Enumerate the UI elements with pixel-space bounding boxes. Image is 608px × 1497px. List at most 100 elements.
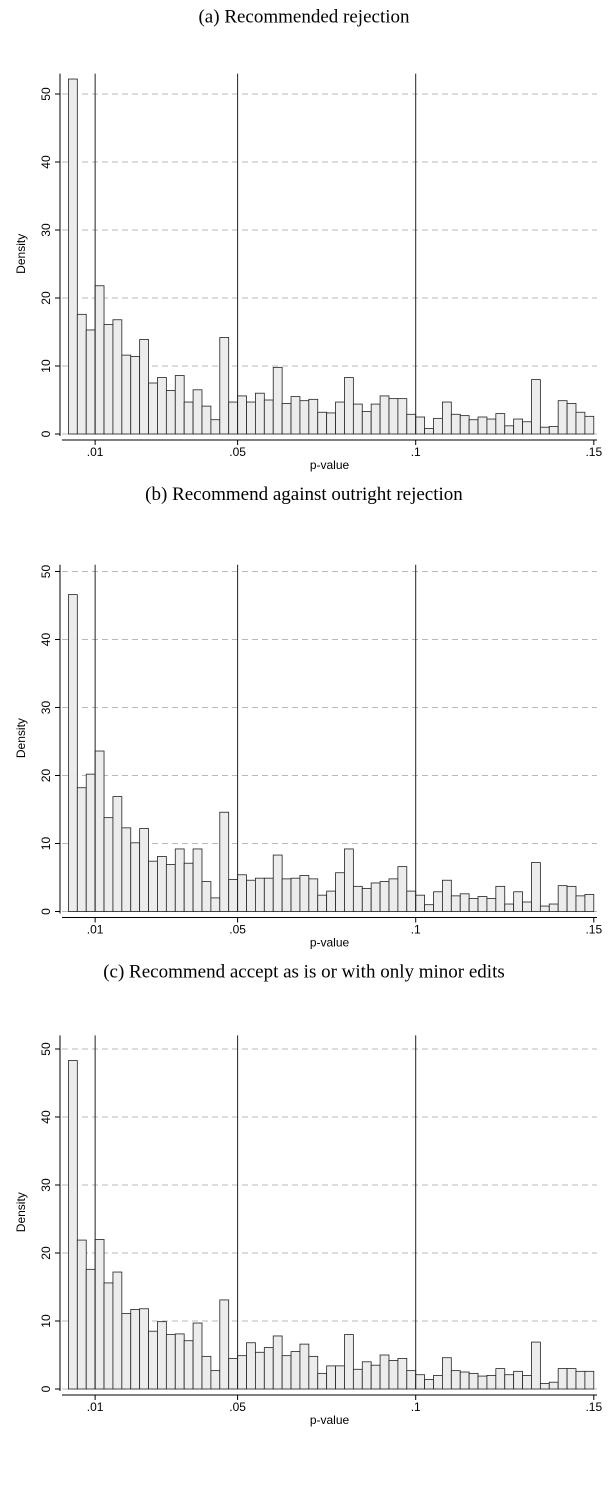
y-tick-label: 40 — [39, 155, 53, 169]
bar — [504, 1374, 515, 1390]
x-tick-label: .15 — [585, 445, 602, 459]
bar — [210, 897, 221, 912]
bar — [406, 1370, 417, 1390]
bar — [344, 848, 354, 912]
bar — [352, 1368, 363, 1390]
bar — [352, 885, 363, 912]
bar — [272, 366, 283, 435]
bar — [504, 425, 515, 435]
bar — [459, 1371, 470, 1390]
bar — [139, 1308, 149, 1390]
bar — [539, 905, 550, 912]
bar — [139, 828, 149, 912]
bar — [326, 890, 336, 912]
y-tick-label: 10 — [39, 1314, 53, 1328]
x-tick-label: .15 — [585, 923, 602, 937]
bar — [201, 881, 212, 912]
y-axis-title: Density — [14, 234, 28, 274]
panel-title: (c) Recommend accept as is or with only … — [103, 961, 505, 982]
y-axis-title: Density — [14, 1192, 28, 1232]
y-tick-label: 30 — [39, 1178, 53, 1192]
bar — [263, 399, 274, 435]
bar — [397, 1358, 408, 1390]
bar — [263, 1347, 274, 1390]
bar — [183, 401, 194, 435]
bar — [326, 1365, 336, 1390]
bar — [308, 878, 319, 912]
bar — [228, 401, 239, 435]
bar — [575, 895, 586, 912]
bar — [531, 1341, 541, 1390]
bar — [415, 1374, 426, 1390]
bar — [246, 1342, 256, 1390]
bar — [548, 903, 559, 912]
bar — [246, 879, 256, 912]
bar — [281, 402, 292, 435]
bar — [450, 895, 461, 912]
bar — [290, 877, 301, 912]
bar — [477, 896, 488, 912]
bar — [335, 1365, 345, 1390]
bar — [433, 1375, 443, 1390]
bar — [121, 1313, 132, 1390]
x-tick-label: .05 — [229, 923, 246, 937]
bar — [237, 874, 247, 912]
bar — [495, 1368, 506, 1390]
bar — [361, 411, 372, 435]
bar — [415, 894, 426, 912]
bar — [103, 324, 114, 435]
bar — [379, 395, 390, 435]
x-tick-label: .05 — [229, 445, 246, 459]
y-tick-label: 50 — [39, 87, 53, 101]
bar — [370, 403, 381, 435]
bar — [174, 848, 185, 912]
bar — [450, 413, 461, 435]
bar — [522, 901, 532, 912]
bar — [575, 1370, 586, 1390]
bar — [548, 1381, 559, 1390]
x-axis-title: p-value — [310, 1413, 350, 1427]
bar — [477, 1375, 488, 1390]
bar — [281, 878, 292, 912]
bar — [255, 392, 265, 435]
bar — [442, 879, 452, 912]
y-tick-label: 40 — [39, 1110, 53, 1124]
bar — [566, 402, 577, 435]
bar — [130, 356, 141, 435]
y-tick-label: 40 — [39, 633, 53, 647]
bar — [486, 1375, 497, 1390]
bar — [424, 904, 434, 912]
y-tick-label: 10 — [39, 359, 53, 373]
bar — [370, 1364, 381, 1390]
bar — [335, 872, 345, 912]
bar — [130, 842, 141, 912]
y-tick-label: 10 — [39, 837, 53, 851]
bar — [148, 1330, 158, 1390]
bar — [174, 1333, 185, 1390]
bar — [344, 1334, 354, 1390]
bar — [299, 1343, 310, 1390]
bar — [415, 416, 426, 435]
bar — [424, 428, 434, 435]
bar — [548, 426, 559, 435]
bar — [406, 890, 417, 912]
x-tick-label: .1 — [411, 923, 421, 937]
bar — [486, 898, 497, 912]
bar — [139, 339, 149, 435]
y-tick-label: 0 — [39, 908, 53, 915]
bar — [513, 418, 523, 435]
bar — [397, 398, 408, 435]
bar — [157, 856, 167, 912]
bar — [237, 1355, 247, 1390]
bar — [308, 1355, 319, 1390]
bar — [575, 411, 586, 435]
bar — [335, 401, 345, 435]
bar — [317, 1372, 328, 1390]
bar — [219, 337, 230, 435]
bar — [513, 891, 523, 912]
bar — [201, 405, 212, 435]
bar — [344, 377, 354, 435]
bar — [504, 903, 515, 912]
